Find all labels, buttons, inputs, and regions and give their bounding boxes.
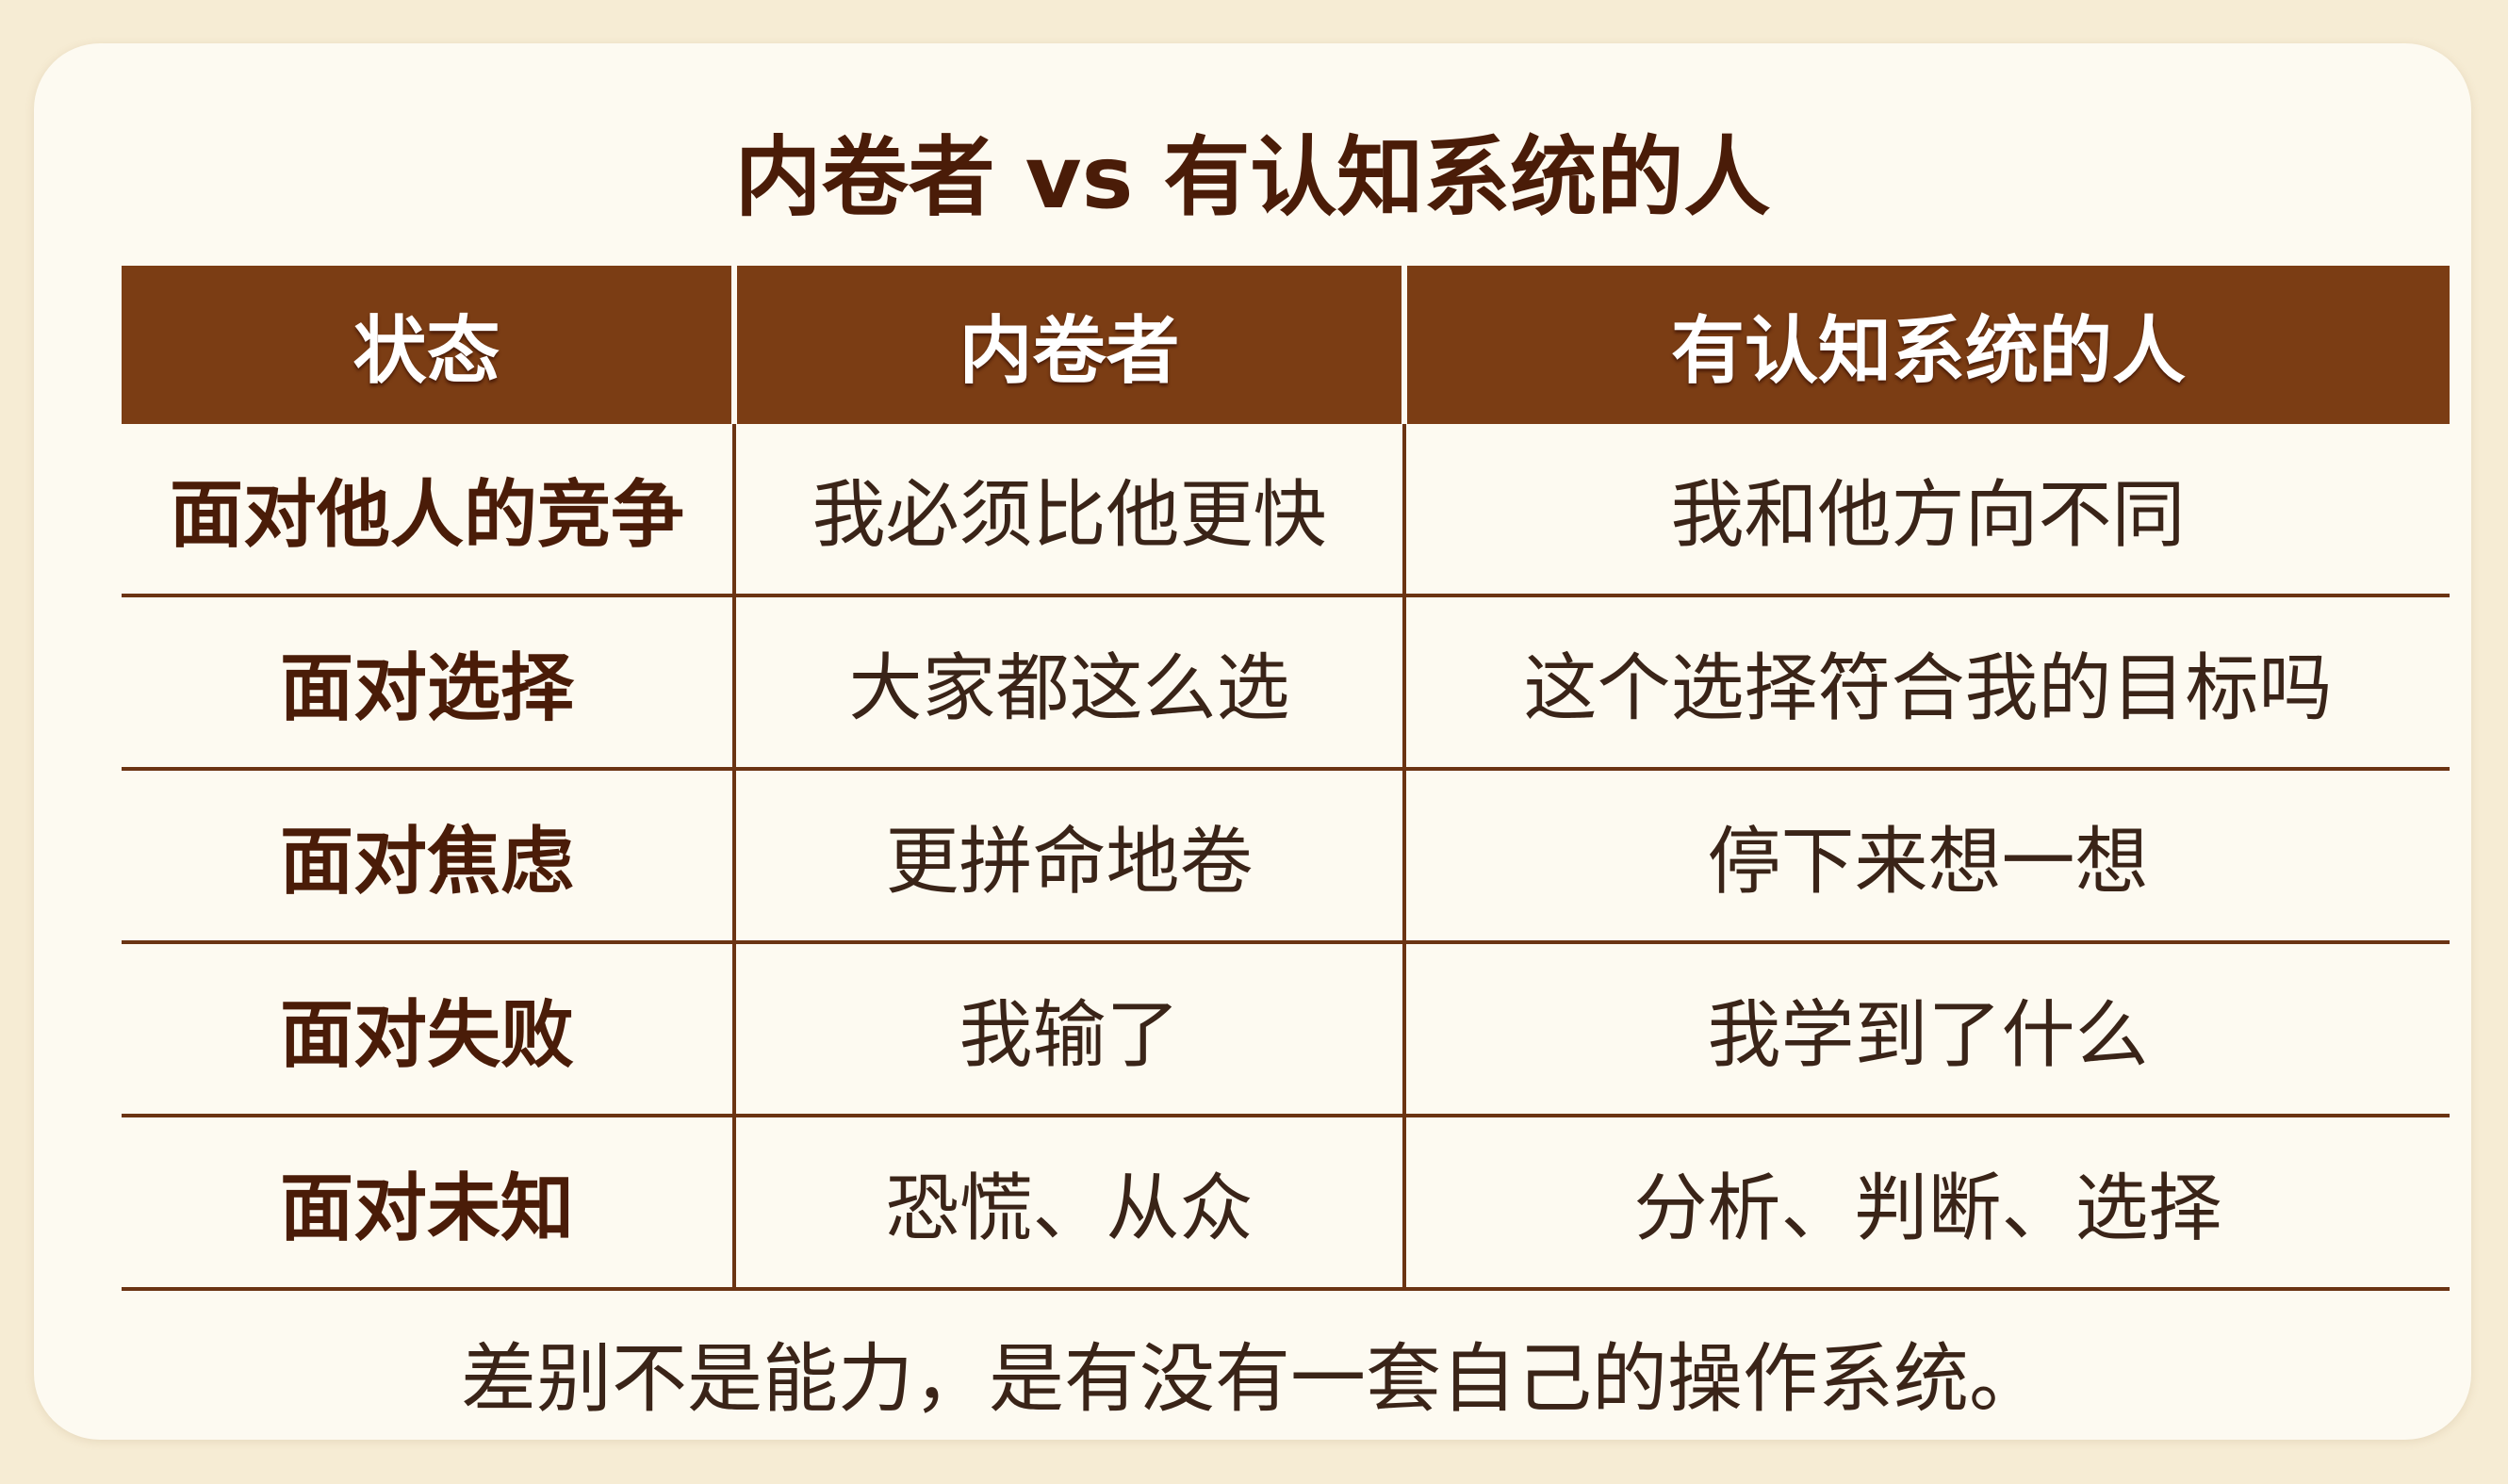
cognitive-cell: 我学到了什么 [1402, 942, 2450, 1117]
row-label: 面对焦虑 [122, 769, 734, 944]
comparison-card: 内卷者 vs 有认知系统的人 状态 内卷者 有认知系统的人 面对他人的竞争 我必须… [34, 43, 2471, 1440]
row-label: 面对选择 [122, 595, 734, 771]
header-cognitive: 有认知系统的人 [1402, 266, 2450, 424]
row-label: 面对失败 [122, 942, 734, 1117]
cognitive-cell: 停下来想一想 [1402, 769, 2450, 944]
table-row: 面对未知 恐慌、从众 分析、判断、选择 [122, 1116, 2450, 1291]
row-label: 面对他人的竞争 [122, 424, 734, 597]
page-title: 内卷者 vs 有认知系统的人 [734, 127, 1771, 228]
table-header-row: 状态 内卷者 有认知系统的人 [122, 266, 2450, 424]
table-row: 面对选择 大家都这么选 这个选择符合我的目标吗 [122, 595, 2450, 771]
cognitive-cell: 分析、判断、选择 [1402, 1116, 2450, 1291]
involuted-cell: 恐慌、从众 [732, 1116, 1404, 1291]
involuted-cell: 更拼命地卷 [732, 769, 1404, 944]
table-row: 面对他人的竞争 我必须比他更快 我和他方向不同 [122, 424, 2450, 597]
cognitive-cell: 这个选择符合我的目标吗 [1402, 595, 2450, 771]
table-row: 面对焦虑 更拼命地卷 停下来想一想 [122, 769, 2450, 944]
involuted-cell: 我输了 [732, 942, 1404, 1117]
involuted-cell: 大家都这么选 [732, 595, 1404, 771]
header-involuted: 内卷者 [731, 266, 1404, 424]
row-label: 面对未知 [122, 1116, 734, 1291]
header-state: 状态 [122, 266, 734, 424]
table-row: 面对失败 我输了 我学到了什么 [122, 942, 2450, 1117]
cognitive-cell: 我和他方向不同 [1402, 424, 2450, 597]
comparison-table: 状态 内卷者 有认知系统的人 面对他人的竞争 我必须比他更快 我和他方向不同 面对选… [122, 266, 2450, 1291]
involuted-cell: 我必须比他更快 [732, 424, 1404, 597]
footer-note: 差别不是能力，是有没有一套自己的操作系统。 [461, 1335, 2044, 1423]
